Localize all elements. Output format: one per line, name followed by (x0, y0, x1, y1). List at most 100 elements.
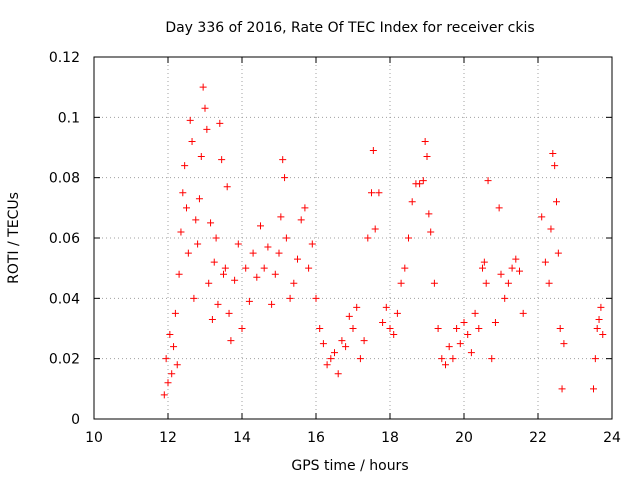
data-point (408, 198, 416, 206)
data-point (201, 104, 209, 112)
data-point (227, 337, 235, 345)
x-tick-label: 20 (455, 430, 473, 446)
axis-ticks: 10 12 14 16 18 20 22 24 0 0.02 0.04 0.06 0.08 0.1 0.12 (49, 50, 621, 446)
y-tick-label: 0.04 (49, 291, 80, 307)
data-point (184, 249, 192, 257)
data-point (195, 195, 203, 203)
data-point (434, 325, 442, 332)
data-point (162, 355, 170, 363)
data-point (551, 162, 559, 170)
data-point (223, 183, 231, 191)
data-point (203, 125, 211, 133)
data-point (591, 355, 599, 363)
data-point (445, 343, 453, 351)
y-tick-label: 0.08 (49, 171, 80, 187)
data-point (386, 325, 394, 332)
data-point (220, 270, 227, 278)
data-point (382, 303, 390, 311)
grid-lines (94, 57, 612, 419)
y-tick-label: 0.06 (49, 231, 80, 247)
data-point (253, 273, 261, 281)
data-point (323, 361, 331, 369)
data-point (464, 331, 472, 339)
data-point (430, 279, 438, 287)
data-point (423, 153, 431, 161)
data-point (301, 204, 309, 212)
data-point (194, 240, 202, 248)
data-point (456, 340, 464, 348)
data-point (368, 189, 375, 197)
y-tick-label: 0.1 (58, 110, 80, 126)
data-point (282, 234, 290, 242)
data-point (541, 258, 549, 266)
data-point (216, 119, 224, 127)
data-point (405, 234, 412, 242)
data-point (480, 258, 488, 266)
data-point (421, 137, 429, 145)
data-point (556, 325, 564, 332)
data-point (338, 337, 346, 345)
data-point (597, 303, 605, 311)
data-point (290, 279, 298, 287)
data-point (286, 294, 294, 302)
x-tick-label: 22 (529, 430, 547, 446)
data-point (427, 228, 435, 236)
data-point (497, 270, 505, 278)
data-point (197, 153, 205, 161)
data-point (277, 213, 285, 221)
data-point (177, 228, 185, 236)
data-point (316, 325, 324, 332)
y-tick-label: 0.02 (49, 352, 80, 368)
data-point (512, 255, 520, 263)
data-point (249, 249, 257, 257)
data-point (545, 279, 553, 287)
y-axis-label: ROTI / TECUs (6, 192, 22, 284)
data-point (221, 264, 229, 272)
data-point (181, 162, 189, 170)
data-point (186, 116, 194, 124)
data-point (264, 243, 272, 251)
data-point (419, 177, 427, 185)
data-point (397, 279, 405, 287)
data-point (331, 349, 338, 357)
data-point (442, 361, 449, 369)
y-tick-label: 0.12 (49, 50, 80, 66)
data-point (297, 216, 305, 224)
data-point (375, 189, 383, 197)
data-point (312, 294, 320, 302)
data-point (257, 222, 264, 230)
data-point (260, 264, 268, 272)
data-point (449, 355, 457, 363)
data-point (170, 343, 178, 351)
x-tick-label: 16 (307, 430, 325, 446)
data-point (199, 83, 207, 91)
data-point (327, 355, 335, 363)
data-point (558, 385, 566, 393)
data-point (188, 137, 196, 145)
data-point (504, 279, 512, 287)
data-point (460, 318, 468, 326)
data-point (238, 325, 246, 332)
data-points (160, 83, 607, 399)
data-point (479, 264, 486, 272)
data-point (208, 315, 216, 323)
x-tick-label: 10 (85, 430, 103, 446)
data-point (401, 264, 409, 272)
data-point (214, 300, 222, 308)
data-point (595, 315, 603, 323)
data-point (275, 249, 283, 257)
data-point (164, 379, 172, 387)
data-point (549, 150, 557, 158)
data-point (390, 331, 398, 339)
data-point (379, 318, 387, 326)
data-point (488, 355, 496, 363)
data-point (554, 249, 562, 257)
x-tick-label: 24 (603, 430, 621, 446)
x-tick-label: 18 (381, 430, 399, 446)
data-point (353, 303, 361, 311)
data-point (190, 294, 198, 302)
data-point (553, 198, 560, 206)
data-point (369, 147, 377, 155)
